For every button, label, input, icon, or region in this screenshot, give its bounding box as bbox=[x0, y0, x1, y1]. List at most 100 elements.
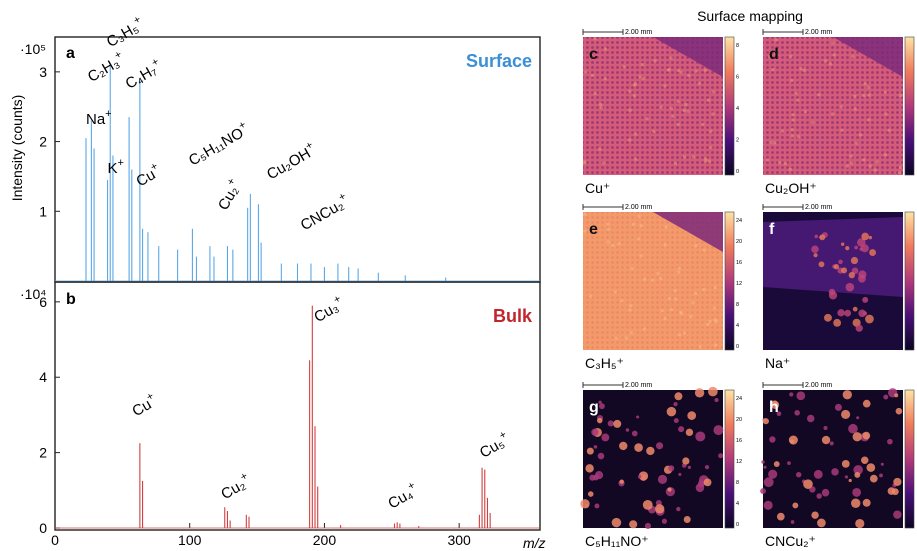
panel-a-ylabel: Intensity (counts) bbox=[9, 95, 25, 202]
colorbar-tick: 6 bbox=[736, 75, 739, 81]
peak-annotation: Cu₅+ bbox=[475, 429, 512, 462]
peak-annotation: C₂H₃+ bbox=[83, 48, 128, 85]
map-panel-g: 2.00 mm g 24 20 16 12 8 4 0 C₅H₁₁NO⁺ bbox=[580, 382, 742, 549]
colorbar-tick: 8 bbox=[736, 480, 739, 486]
ytick-label: 6 bbox=[39, 294, 47, 310]
peak-annotation: Cu₄+ bbox=[384, 479, 421, 512]
peak-annotation: Na+ bbox=[86, 108, 112, 128]
colorbar bbox=[904, 211, 915, 351]
map-panel-letter: f bbox=[769, 221, 775, 238]
colorbar-tick: 24 bbox=[736, 218, 742, 224]
map-label: CNCu₂⁺ bbox=[765, 533, 816, 549]
peak-annotation: Cu₂+ bbox=[217, 470, 254, 503]
scale-bar-label: 2.00 mm bbox=[805, 204, 832, 211]
map-panel-c: 2.00 mm c 8 6 4 2 0 Cu⁺ bbox=[582, 29, 739, 196]
peak-annotation: Cu+ bbox=[132, 160, 164, 190]
peak-annotation: Cu₂+ bbox=[212, 176, 245, 213]
colorbar bbox=[724, 389, 735, 529]
xtick-label: 100 bbox=[178, 532, 202, 548]
colorbar-tick: 2 bbox=[736, 138, 739, 144]
peak-annotation: C₃H₅+ bbox=[102, 13, 147, 50]
ytick-label: 1 bbox=[39, 203, 47, 219]
map-image bbox=[580, 386, 724, 529]
colorbar-tick: 16 bbox=[736, 438, 742, 444]
map-image bbox=[763, 37, 903, 175]
peak-annotation: Cu+ bbox=[128, 390, 160, 420]
panel-b-multiplier: ·10⁴ bbox=[20, 286, 46, 302]
panel-b-xlabel: m/z bbox=[523, 535, 546, 551]
peak-annotation: C₅H₁₁NO+ bbox=[184, 119, 252, 170]
colorbar-tick: 4 bbox=[736, 106, 739, 112]
map-panel-letter: g bbox=[589, 399, 599, 416]
map-panel-e: 2.00 mm e 24 20 16 12 8 4 0 C₃H₅⁺ bbox=[582, 204, 742, 371]
colorbar-tick: 16 bbox=[736, 260, 742, 266]
panel-b-peaks bbox=[55, 305, 540, 529]
colorbar-tick: 0 bbox=[736, 344, 739, 350]
colorbar-tick: 4 bbox=[736, 501, 739, 507]
map-panel-f: 2.00 mm f Na⁺ bbox=[762, 204, 915, 371]
colorbar bbox=[724, 36, 735, 176]
ytick-label: 2 bbox=[39, 134, 47, 150]
panel-a-yaxis: 1 2 3 bbox=[39, 64, 60, 219]
colorbar-tick: 24 bbox=[736, 396, 742, 402]
mapping-header: Surface mapping bbox=[697, 8, 803, 24]
panel-b-letter: b bbox=[66, 291, 76, 308]
colorbar-tick: 20 bbox=[736, 239, 742, 245]
scale-bar-label: 2.00 mm bbox=[805, 29, 832, 36]
xtick-label: 200 bbox=[313, 532, 337, 548]
peak-annotation: Cu₃+ bbox=[310, 293, 347, 326]
peak-annotation: CNCu₂+ bbox=[296, 190, 352, 234]
colorbar-tick: 12 bbox=[736, 281, 742, 287]
panel-a-surface-spectrum: a Surface ·10⁵ Intensity (counts) 1 2 3 Na… bbox=[9, 13, 541, 283]
colorbar-tick: 0 bbox=[736, 522, 739, 528]
map-label: C₅H₁₁NO⁺ bbox=[585, 533, 649, 549]
map-image bbox=[583, 212, 723, 350]
map-image bbox=[760, 388, 903, 529]
colorbar bbox=[724, 211, 735, 351]
colorbar bbox=[904, 36, 915, 176]
xtick-label: 0 bbox=[51, 532, 59, 548]
panel-b-frame bbox=[54, 281, 541, 531]
scale-bar-label: 2.00 mm bbox=[625, 29, 652, 36]
colorbar-tick: 8 bbox=[736, 302, 739, 308]
map-panel-letter: c bbox=[589, 46, 598, 63]
map-label: C₃H₅⁺ bbox=[585, 355, 624, 371]
colorbar-tick: 0 bbox=[736, 169, 739, 175]
panel-a-title: Surface bbox=[466, 51, 532, 71]
panel-b-annotations: Cu+ Cu₂+ Cu₃+ Cu₄+ Cu₅+ bbox=[128, 293, 512, 513]
panel-a-multiplier: ·10⁵ bbox=[20, 41, 46, 57]
peak-annotation: Cu₂OH+ bbox=[263, 139, 320, 183]
scale-bar-label: 2.00 mm bbox=[625, 204, 652, 211]
panel-b-title: Bulk bbox=[493, 306, 533, 326]
xtick-label: 300 bbox=[447, 532, 471, 548]
colorbar-tick: 20 bbox=[736, 417, 742, 423]
map-label: Cu₂OH⁺ bbox=[765, 180, 817, 196]
map-label: Na⁺ bbox=[765, 355, 790, 371]
map-panel-d: 2.00 mm d Cu₂OH⁺ bbox=[762, 29, 915, 196]
colorbar-tick: 4 bbox=[736, 323, 739, 329]
panel-a-letter: a bbox=[66, 45, 75, 62]
ytick-label: 2 bbox=[39, 445, 47, 461]
map-panel-h: 2.00 mm h CNCu₂⁺ bbox=[760, 382, 915, 549]
map-image bbox=[763, 212, 903, 350]
map-panel-letter: h bbox=[769, 399, 779, 416]
map-panel-letter: e bbox=[589, 221, 598, 238]
panel-a-annotations: Na+ K+ C₂H₃+C₃H₅+ C₄H₇+ Cu+ C₅H₁₁NO+ Cu₂+ Cu₂OH… bbox=[83, 13, 352, 234]
colorbar-tick: 8 bbox=[736, 43, 739, 49]
map-panel-letter: d bbox=[769, 46, 779, 63]
panel-b-yaxis: 0 2 4 6 bbox=[39, 294, 60, 536]
colorbar-tick: 12 bbox=[736, 459, 742, 465]
colorbar bbox=[904, 389, 915, 529]
scale-bar-label: 2.00 mm bbox=[805, 382, 832, 389]
map-image bbox=[583, 37, 723, 175]
panel-a-peaks bbox=[55, 64, 540, 282]
scale-bar-label: 2.00 mm bbox=[625, 382, 652, 389]
ytick-label: 4 bbox=[39, 369, 47, 385]
ytick-label: 3 bbox=[39, 64, 47, 80]
peak-annotation: C₄H₇+ bbox=[121, 56, 165, 93]
panel-b-xaxis: 0 100 200 300 bbox=[51, 523, 471, 548]
peak-annotation: K+ bbox=[108, 157, 124, 177]
